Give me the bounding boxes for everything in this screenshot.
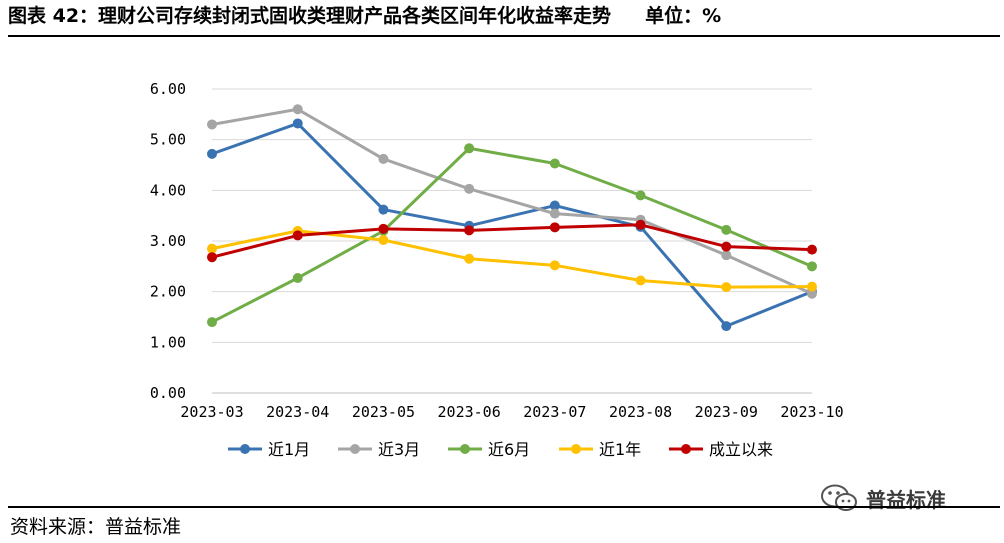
legend-item: 近6月 (448, 440, 530, 459)
legend: 近1月 近3月 近6月 近1年 成立以来 (228, 440, 773, 459)
legend-label: 近3月 (378, 440, 420, 459)
x-tick-label: 2023-09 (695, 403, 758, 421)
y-tick-label: 3.00 (150, 232, 186, 250)
x-tick-label: 2023-05 (352, 403, 415, 421)
data-point (807, 288, 817, 299)
legend-label: 近1月 (268, 440, 310, 459)
series-line (210, 229, 814, 289)
series-line (210, 146, 814, 324)
data-point (635, 190, 646, 201)
y-tick-label: 5.00 (150, 131, 186, 149)
legend-marker (681, 444, 691, 454)
data-point (549, 158, 560, 169)
data-point (207, 243, 217, 254)
series-line (210, 121, 814, 328)
data-point (721, 250, 732, 261)
unit-label: 单位：% (645, 5, 722, 27)
data-point (635, 219, 646, 230)
legend-item: 成立以来 (669, 440, 773, 459)
legend-label: 成立以来 (709, 440, 773, 459)
watermark-text: 普益标准 (866, 487, 946, 512)
data-point (207, 119, 217, 130)
legend-item: 近3月 (338, 440, 420, 459)
source-note: 资料来源：普益标准 (10, 516, 182, 538)
data-point (807, 244, 817, 255)
legend-label: 近6月 (488, 440, 530, 459)
legend-item: 近1年 (559, 440, 641, 459)
data-point (721, 321, 732, 332)
data-point (549, 222, 560, 233)
wechat-icon (821, 484, 857, 511)
data-point (549, 208, 560, 219)
y-tick-label: 0.00 (150, 384, 186, 402)
x-axis-ticks: 2023-03 2023-04 2023-05 2023-06 2023-07 2023-… (180, 403, 843, 421)
data-point (464, 253, 475, 264)
y-axis-ticks: 0.00 1.00 2.00 3.00 4.00 5.00 6.00 (150, 80, 186, 402)
legend-item: 近1月 (228, 440, 310, 459)
data-point (292, 272, 303, 283)
top-rule (8, 35, 1000, 37)
legend-label: 近1年 (599, 440, 641, 459)
legend-marker (240, 444, 250, 454)
series-3 (207, 143, 817, 328)
legend-marker (571, 444, 581, 454)
grid-lines (212, 88, 812, 394)
series-5 (207, 219, 817, 263)
x-tick-label: 2023-06 (438, 403, 501, 421)
series-group (207, 104, 817, 332)
data-point (207, 252, 217, 263)
x-tick-label: 2023-07 (523, 403, 586, 421)
data-point (721, 282, 732, 293)
data-point (378, 153, 389, 164)
series-2 (207, 104, 817, 299)
data-point (207, 317, 217, 328)
data-point (292, 230, 303, 241)
y-tick-label: 1.00 (150, 333, 186, 351)
data-point (378, 234, 389, 245)
data-point (721, 224, 732, 235)
y-tick-label: 6.00 (150, 80, 186, 98)
y-tick-label: 4.00 (150, 181, 186, 199)
chart-title: 图表 42：理财公司存续封闭式固收类理财产品各类区间年化收益率走势 单位：% (8, 2, 998, 30)
x-tick-label: 2023-04 (266, 403, 329, 421)
bottom-rule (8, 506, 1000, 508)
data-point (464, 225, 475, 236)
y-tick-label: 2.00 (150, 283, 186, 301)
data-point (549, 260, 560, 271)
data-point (807, 281, 817, 292)
data-point (292, 118, 303, 129)
data-point (807, 261, 817, 272)
watermark: 普益标准 (820, 483, 946, 513)
data-point (292, 104, 303, 115)
data-point (378, 204, 389, 215)
legend-marker (460, 444, 470, 454)
data-point (721, 241, 732, 252)
data-point (378, 223, 389, 234)
x-tick-label: 2023-03 (180, 403, 243, 421)
x-tick-label: 2023-10 (780, 403, 843, 421)
data-point (635, 275, 646, 286)
data-point (207, 148, 217, 159)
series-1 (207, 118, 817, 332)
data-point (549, 200, 560, 211)
data-point (464, 183, 475, 194)
title-text: 图表 42：理财公司存续封闭式固收类理财产品各类区间年化收益率走势 (8, 5, 612, 27)
legend-marker (350, 444, 360, 454)
data-point (464, 143, 475, 154)
series-line (210, 107, 814, 296)
x-tick-label: 2023-08 (609, 403, 672, 421)
series-line (210, 223, 814, 259)
